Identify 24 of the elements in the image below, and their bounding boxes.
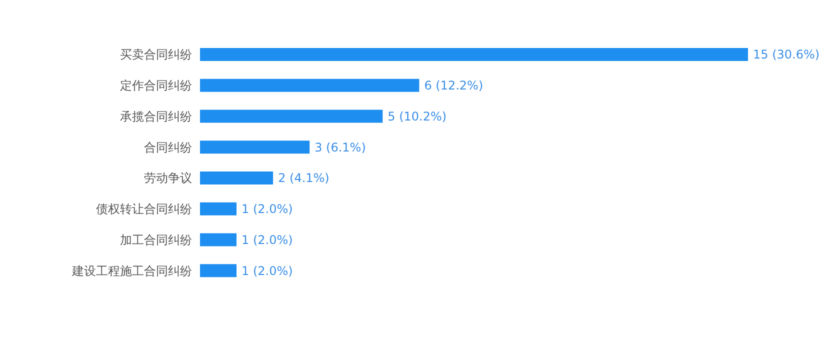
bar	[200, 264, 237, 278]
bar	[200, 202, 237, 216]
data-label: 5 (10.2%)	[388, 109, 447, 124]
y-tick-label: 建设工程施工合同纠纷	[71, 264, 192, 278]
y-tick-label: 加工合同纠纷	[120, 232, 192, 247]
data-label: 6 (12.2%)	[424, 78, 484, 93]
bar	[200, 172, 274, 184]
y-tick-label: 定作合同纠纷	[120, 78, 192, 93]
bar	[200, 78, 420, 92]
bar	[200, 110, 383, 123]
y-tick-label: 买卖合同纠纷	[120, 48, 192, 62]
y-tick-label: 合同纠纷	[144, 140, 192, 154]
bar	[200, 48, 748, 61]
bar	[200, 233, 237, 246]
y-tick-label: 债权转让合同纠纷	[96, 202, 192, 216]
data-label: 3 (6.1%)	[314, 140, 366, 154]
data-label: 1 (2.0%)	[242, 202, 293, 216]
data-label: 2 (4.1%)	[278, 171, 330, 186]
data-label: 1 (2.0%)	[242, 264, 293, 278]
y-tick-label: 劳动争议	[144, 171, 192, 186]
data-label: 15 (30.6%)	[753, 48, 820, 62]
bar	[200, 140, 310, 154]
data-label: 1 (2.0%)	[242, 232, 293, 247]
y-tick-label: 承揽合同纠纷	[120, 109, 192, 124]
